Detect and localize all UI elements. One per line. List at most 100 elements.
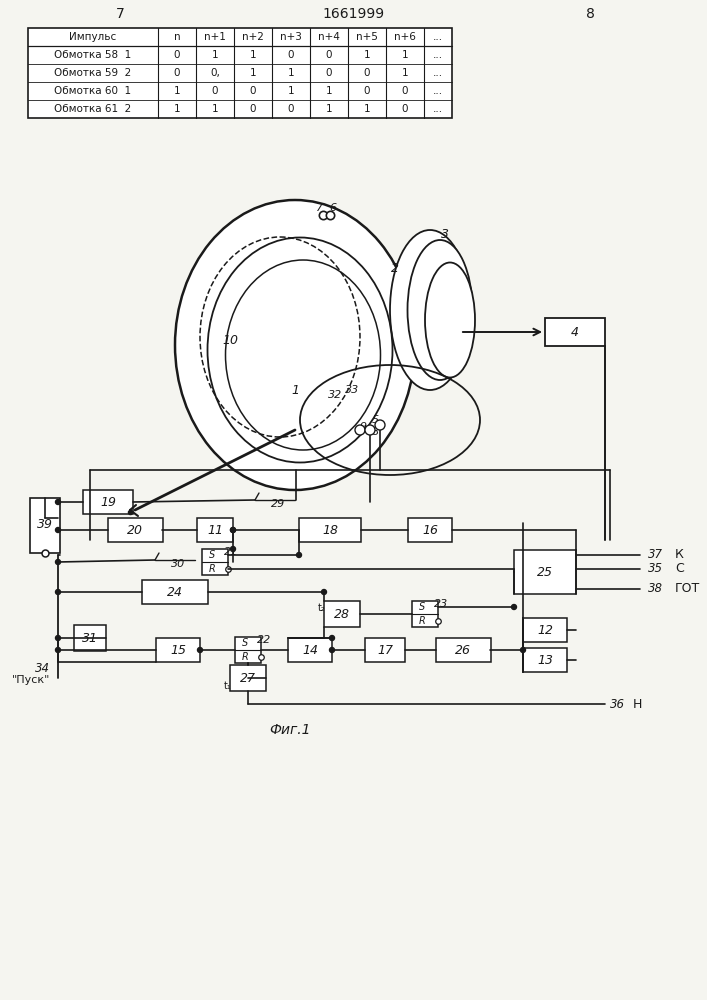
- Text: 0: 0: [326, 68, 332, 78]
- Text: 7: 7: [317, 203, 324, 213]
- Text: Обмотка 59  2: Обмотка 59 2: [54, 68, 132, 78]
- Text: n+2: n+2: [242, 32, 264, 42]
- Text: 29: 29: [271, 499, 285, 509]
- Text: 27: 27: [240, 672, 256, 684]
- Bar: [83, 490, 133, 514]
- Circle shape: [365, 425, 375, 435]
- Text: "Пуск": "Пуск": [11, 675, 50, 685]
- Text: Обмотка 58  1: Обмотка 58 1: [54, 50, 132, 60]
- Text: 3: 3: [441, 229, 449, 241]
- Text: S: S: [242, 638, 248, 648]
- Bar: [523, 648, 567, 672]
- Text: R: R: [419, 616, 426, 626]
- Text: 31: 31: [82, 632, 98, 645]
- Circle shape: [56, 560, 61, 564]
- Text: 1: 1: [211, 50, 218, 60]
- Circle shape: [230, 528, 235, 532]
- Text: 10: 10: [222, 334, 238, 347]
- Text: ГОТ: ГОТ: [675, 582, 700, 595]
- Circle shape: [56, 589, 61, 594]
- Text: 30: 30: [171, 559, 185, 569]
- Text: 38: 38: [648, 582, 663, 595]
- Circle shape: [322, 589, 327, 594]
- Text: 20: 20: [127, 524, 143, 536]
- Text: 35: 35: [648, 562, 663, 576]
- Bar: [545, 318, 605, 346]
- Text: 21: 21: [224, 547, 238, 557]
- Circle shape: [511, 604, 517, 609]
- Text: 0: 0: [326, 50, 332, 60]
- Text: 2: 2: [391, 261, 399, 274]
- Bar: [436, 638, 491, 662]
- Text: 1: 1: [288, 68, 294, 78]
- Text: 1: 1: [211, 104, 218, 114]
- Circle shape: [329, 636, 334, 641]
- Bar: [156, 638, 200, 662]
- Text: 7: 7: [116, 7, 124, 21]
- Bar: [107, 518, 163, 542]
- Ellipse shape: [390, 230, 470, 390]
- Circle shape: [355, 425, 365, 435]
- Text: t₁: t₁: [224, 681, 232, 691]
- Text: 1: 1: [402, 50, 409, 60]
- Text: ...: ...: [433, 68, 443, 78]
- Circle shape: [56, 648, 61, 652]
- Circle shape: [329, 648, 334, 652]
- Text: 22: 22: [257, 635, 271, 645]
- Circle shape: [56, 528, 61, 532]
- Text: 9: 9: [359, 422, 366, 432]
- Text: n+3: n+3: [280, 32, 302, 42]
- Bar: [288, 638, 332, 662]
- Bar: [74, 625, 106, 651]
- Text: 1: 1: [174, 104, 180, 114]
- Text: 23: 23: [434, 599, 448, 609]
- Bar: [142, 580, 208, 604]
- Text: ...: ...: [433, 104, 443, 114]
- Text: 1: 1: [326, 104, 332, 114]
- Circle shape: [520, 648, 525, 652]
- Text: 34: 34: [35, 662, 50, 674]
- Text: 0: 0: [363, 86, 370, 96]
- Text: 1: 1: [288, 86, 294, 96]
- Text: К: К: [675, 548, 684, 562]
- Text: 1: 1: [363, 50, 370, 60]
- Text: 14: 14: [302, 644, 318, 656]
- Text: 32: 32: [328, 390, 342, 400]
- Bar: [523, 618, 567, 642]
- Circle shape: [56, 499, 61, 504]
- Text: 0: 0: [363, 68, 370, 78]
- Circle shape: [230, 528, 235, 532]
- Text: 1: 1: [250, 50, 257, 60]
- Text: 6: 6: [329, 203, 337, 213]
- Bar: [514, 550, 576, 594]
- Text: 12: 12: [537, 624, 553, 637]
- Text: 25: 25: [537, 566, 553, 578]
- Text: 4: 4: [571, 326, 579, 338]
- Text: n+5: n+5: [356, 32, 378, 42]
- Text: Н: Н: [632, 698, 642, 710]
- Text: 1: 1: [363, 104, 370, 114]
- Text: 1: 1: [326, 86, 332, 96]
- Text: 33: 33: [345, 385, 359, 395]
- Text: 0: 0: [288, 104, 294, 114]
- Text: 0,: 0,: [210, 68, 220, 78]
- Text: Обмотка 60  1: Обмотка 60 1: [54, 86, 132, 96]
- Text: t₂: t₂: [318, 603, 326, 613]
- Text: 0: 0: [402, 104, 408, 114]
- Text: 0: 0: [174, 50, 180, 60]
- Text: 1: 1: [291, 383, 299, 396]
- Text: 18: 18: [322, 524, 338, 536]
- Text: 17: 17: [377, 644, 393, 656]
- Text: 1661999: 1661999: [322, 7, 384, 21]
- Bar: [197, 518, 233, 542]
- Text: 0: 0: [250, 104, 256, 114]
- Text: 0: 0: [288, 50, 294, 60]
- Bar: [324, 601, 360, 627]
- Circle shape: [56, 636, 61, 641]
- Text: 5: 5: [371, 415, 378, 425]
- Text: 36: 36: [609, 698, 624, 710]
- Text: Обмотка 61  2: Обмотка 61 2: [54, 104, 132, 114]
- Text: 19: 19: [100, 495, 116, 508]
- Text: ...: ...: [433, 32, 443, 42]
- Text: n: n: [174, 32, 180, 42]
